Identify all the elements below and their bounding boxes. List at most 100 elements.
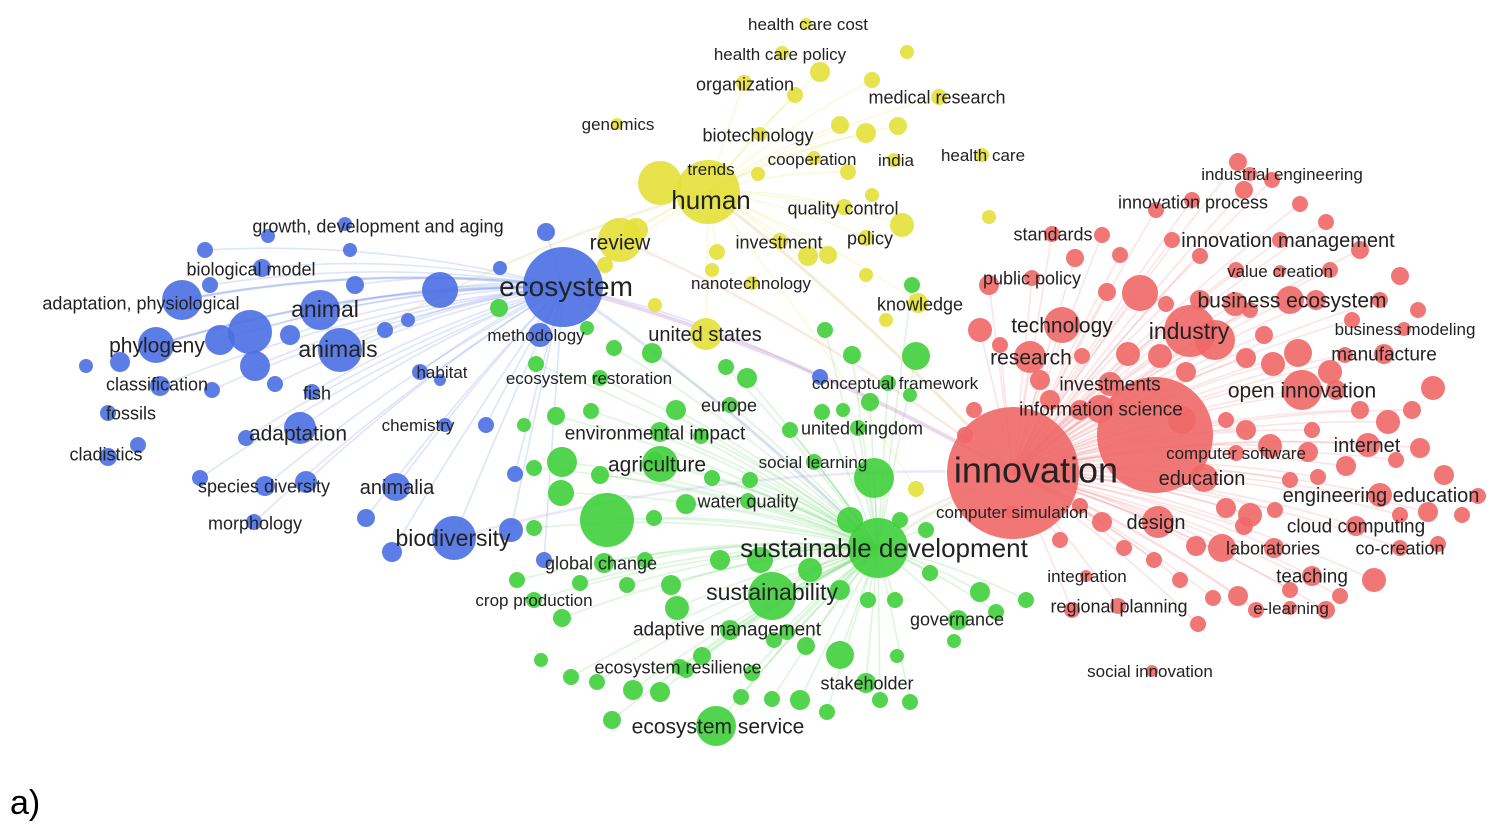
red-keyword-label: business ecosystem — [1197, 289, 1386, 312]
blue-keyword-label: animal — [291, 296, 359, 322]
blue-cluster-node — [162, 280, 202, 320]
blue-keyword-label: biological model — [186, 259, 315, 279]
red-cluster-node — [1164, 232, 1180, 248]
network-edge — [199, 286, 564, 479]
green-cluster-node — [666, 400, 686, 420]
green-cluster-node — [509, 572, 525, 588]
red-cluster-node — [1302, 566, 1322, 586]
red-cluster-node — [1283, 601, 1297, 615]
network-edge — [561, 547, 879, 619]
green-keyword-label: social learning — [759, 453, 868, 472]
yellow-keyword-label: medical research — [868, 87, 1005, 107]
yellow-cluster-node — [982, 210, 996, 224]
blue-keyword-label: animals — [298, 336, 377, 362]
red-cluster-node — [1094, 227, 1110, 243]
blue-cluster-node — [382, 473, 410, 501]
red-keyword-label: computer simulation — [936, 503, 1088, 522]
blue-keyword-label: fossils — [106, 403, 156, 423]
red-cluster-node — [1356, 433, 1380, 457]
red-cluster-node — [1070, 400, 1090, 420]
green-cluster-node — [526, 520, 542, 536]
yellow-keyword-label: health care policy — [714, 45, 847, 64]
blue-cluster-node — [238, 430, 254, 446]
green-cluster-node — [843, 346, 861, 364]
green-cluster-node — [782, 422, 798, 438]
red-cluster-node — [1322, 262, 1338, 278]
red-cluster-node — [1052, 532, 1068, 548]
red-keyword-label: manufacture — [1331, 345, 1437, 366]
green-cluster-node — [779, 624, 795, 640]
yellow-cluster-node — [624, 218, 648, 242]
blue-cluster-node — [240, 351, 270, 381]
green-cluster-node — [798, 558, 822, 582]
red-keyword-label: business modeling — [1335, 320, 1476, 339]
network-edge — [533, 521, 879, 549]
red-cluster-node — [1337, 347, 1353, 363]
green-cluster-node — [766, 632, 782, 648]
green-cluster-node — [948, 610, 968, 630]
yellow-cluster-node — [753, 127, 767, 141]
green-cluster-node — [902, 342, 930, 370]
network-edge — [562, 285, 1014, 475]
red-cluster-node — [1434, 465, 1454, 485]
blue-keyword-label: morphology — [208, 513, 302, 533]
red-cluster-node — [1218, 412, 1234, 428]
red-keyword-label: innovation — [954, 450, 1118, 491]
yellow-keyword-label: quality control — [787, 198, 898, 218]
red-cluster-node — [1410, 438, 1430, 458]
green-cluster-node — [583, 403, 599, 419]
yellow-keyword-label: health care — [941, 146, 1025, 165]
red-cluster-node — [1267, 502, 1283, 518]
red-cluster-node — [1097, 377, 1213, 493]
red-cluster-node — [1470, 488, 1486, 504]
red-cluster-node — [1148, 202, 1164, 218]
red-cluster-node — [1310, 469, 1326, 485]
red-cluster-node — [1072, 498, 1088, 514]
blue-cluster-node — [130, 437, 146, 453]
network-edge — [707, 96, 940, 193]
red-cluster-node — [1317, 601, 1335, 619]
red-cluster-node — [1044, 226, 1060, 242]
network-edge — [877, 284, 913, 549]
blue-cluster-node — [204, 382, 220, 398]
yellow-cluster-node — [810, 62, 830, 82]
red-keyword-label: open innovation — [1228, 379, 1376, 402]
blue-cluster-node — [422, 272, 458, 308]
blue-cluster-node — [478, 417, 494, 433]
green-cluster-node — [830, 580, 850, 600]
red-cluster-node — [1146, 552, 1162, 568]
red-cluster-node — [1030, 370, 1050, 390]
blue-cluster-node — [300, 290, 340, 330]
red-cluster-node — [1146, 665, 1158, 677]
green-cluster-node — [490, 299, 508, 317]
yellow-cluster-node — [890, 213, 914, 237]
green-cluster-node — [580, 493, 634, 547]
red-cluster-node — [1195, 320, 1235, 360]
red-cluster-node — [1192, 248, 1208, 264]
red-cluster-node — [1276, 286, 1304, 314]
blue-cluster-node — [812, 369, 828, 385]
red-cluster-node — [1005, 505, 1019, 519]
green-cluster-node — [817, 322, 833, 338]
green-cluster-node — [647, 452, 663, 468]
green-cluster-node — [526, 460, 542, 476]
red-cluster-node — [1092, 512, 1112, 532]
green-cluster-node — [696, 706, 736, 746]
yellow-cluster-node — [887, 153, 901, 167]
green-keyword-label: conceptual framework — [812, 374, 979, 393]
red-cluster-node — [1190, 464, 1218, 492]
green-cluster-node — [534, 653, 548, 667]
red-cluster-node — [1236, 348, 1256, 368]
red-cluster-node — [1086, 395, 1114, 423]
red-cluster-node — [1362, 568, 1386, 592]
green-keyword-label: ecosystem resilience — [594, 657, 761, 677]
red-cluster-node — [1397, 322, 1411, 336]
green-cluster-node — [589, 674, 605, 690]
green-keyword-label: europe — [701, 395, 757, 415]
red-cluster-node — [1336, 456, 1356, 476]
red-cluster-node — [1186, 536, 1206, 556]
blue-cluster-node — [412, 364, 428, 380]
green-cluster-node — [526, 592, 542, 608]
blue-keyword-label: biodiversity — [395, 525, 511, 551]
blue-cluster-node — [261, 229, 275, 243]
